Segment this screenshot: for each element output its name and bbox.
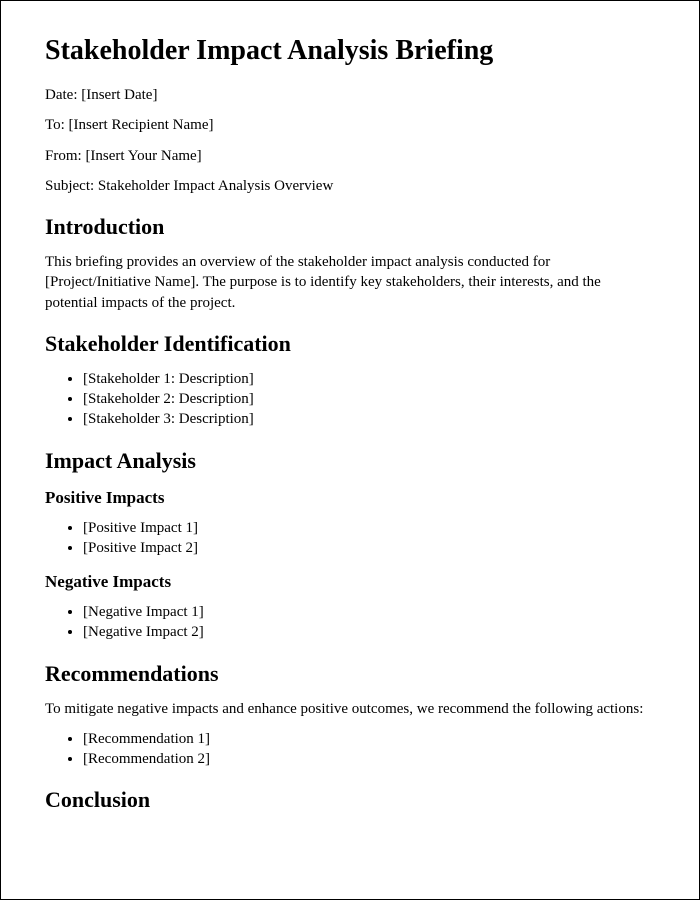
- meta-to: To: [Insert Recipient Name]: [45, 115, 655, 135]
- recommendations-list: [Recommendation 1] [Recommendation 2]: [45, 729, 655, 770]
- introduction-body: This briefing provides an overview of th…: [45, 252, 655, 313]
- to-value: [Insert Recipient Name]: [69, 117, 214, 133]
- list-item: [Stakeholder 3: Description]: [83, 409, 655, 429]
- conclusion-heading: Conclusion: [45, 787, 655, 813]
- meta-subject: Subject: Stakeholder Impact Analysis Ove…: [45, 176, 655, 196]
- stakeholders-list: [Stakeholder 1: Description] [Stakeholde…: [45, 369, 655, 430]
- list-item: [Recommendation 1]: [83, 729, 655, 749]
- negative-impacts-list: [Negative Impact 1] [Negative Impact 2]: [45, 602, 655, 643]
- list-item: [Positive Impact 2]: [83, 538, 655, 558]
- stakeholders-heading: Stakeholder Identification: [45, 331, 655, 357]
- list-item: [Recommendation 2]: [83, 749, 655, 769]
- from-value: [Insert Your Name]: [85, 148, 201, 164]
- subject-label: Subject:: [45, 178, 94, 194]
- list-item: [Stakeholder 1: Description]: [83, 369, 655, 389]
- meta-from: From: [Insert Your Name]: [45, 146, 655, 166]
- recommendations-heading: Recommendations: [45, 661, 655, 687]
- from-label: From:: [45, 148, 82, 164]
- document-page: Stakeholder Impact Analysis Briefing Dat…: [0, 0, 700, 900]
- page-title: Stakeholder Impact Analysis Briefing: [45, 35, 655, 67]
- recommendations-body: To mitigate negative impacts and enhance…: [45, 699, 655, 719]
- list-item: [Negative Impact 2]: [83, 622, 655, 642]
- to-label: To:: [45, 117, 65, 133]
- impact-heading: Impact Analysis: [45, 448, 655, 474]
- date-value: [Insert Date]: [81, 87, 157, 103]
- list-item: [Positive Impact 1]: [83, 518, 655, 538]
- positive-impacts-list: [Positive Impact 1] [Positive Impact 2]: [45, 518, 655, 559]
- positive-impacts-heading: Positive Impacts: [45, 488, 655, 508]
- subject-value: Stakeholder Impact Analysis Overview: [98, 178, 333, 194]
- meta-date: Date: [Insert Date]: [45, 85, 655, 105]
- date-label: Date:: [45, 87, 77, 103]
- negative-impacts-heading: Negative Impacts: [45, 572, 655, 592]
- introduction-heading: Introduction: [45, 214, 655, 240]
- list-item: [Negative Impact 1]: [83, 602, 655, 622]
- list-item: [Stakeholder 2: Description]: [83, 389, 655, 409]
